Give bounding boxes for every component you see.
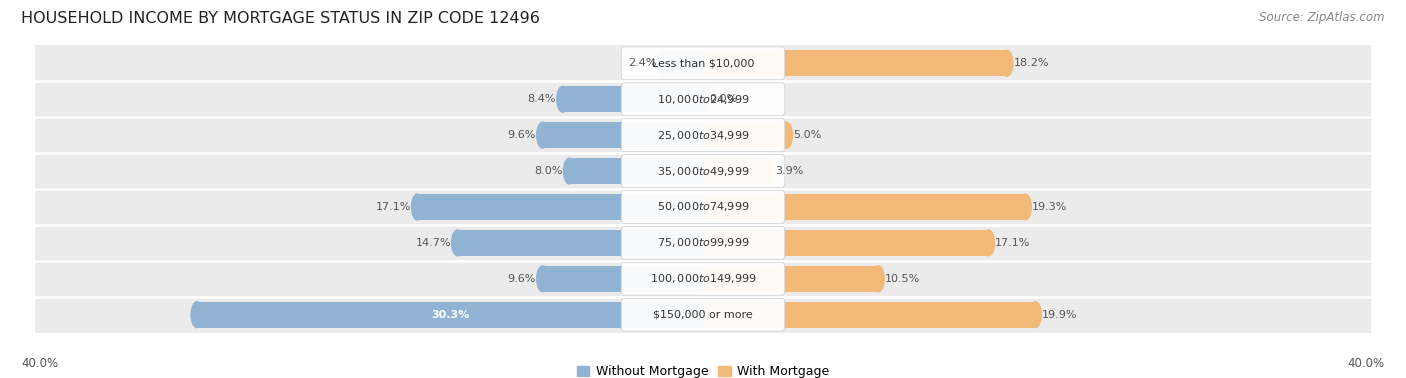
Text: 19.9%: 19.9% <box>1042 310 1077 320</box>
Circle shape <box>697 50 709 76</box>
Text: 30.3%: 30.3% <box>430 310 470 320</box>
Text: 14.7%: 14.7% <box>415 238 451 248</box>
FancyBboxPatch shape <box>35 297 1371 333</box>
Text: HOUSEHOLD INCOME BY MORTGAGE STATUS IN ZIP CODE 12496: HOUSEHOLD INCOME BY MORTGAGE STATUS IN Z… <box>21 11 540 26</box>
Circle shape <box>191 302 202 328</box>
Legend: Without Mortgage, With Mortgage: Without Mortgage, With Mortgage <box>576 365 830 378</box>
Bar <box>703 194 1025 220</box>
Bar <box>543 266 703 292</box>
Circle shape <box>697 86 709 112</box>
Text: 40.0%: 40.0% <box>1348 358 1385 370</box>
FancyBboxPatch shape <box>621 119 785 152</box>
Circle shape <box>697 122 709 148</box>
Circle shape <box>451 230 464 256</box>
Circle shape <box>657 50 669 76</box>
Circle shape <box>872 266 884 292</box>
Bar <box>197 302 703 328</box>
Text: 18.2%: 18.2% <box>1014 58 1049 68</box>
Circle shape <box>697 194 709 220</box>
Text: $150,000 or more: $150,000 or more <box>654 310 752 320</box>
Text: 8.4%: 8.4% <box>527 94 555 104</box>
Text: 9.6%: 9.6% <box>508 130 536 140</box>
FancyBboxPatch shape <box>621 262 785 295</box>
Text: 17.1%: 17.1% <box>995 238 1031 248</box>
FancyBboxPatch shape <box>621 47 785 80</box>
Text: 10.5%: 10.5% <box>884 274 921 284</box>
Circle shape <box>564 158 575 184</box>
FancyBboxPatch shape <box>35 81 1371 117</box>
Text: 0.0%: 0.0% <box>710 94 738 104</box>
Bar <box>703 50 1007 76</box>
FancyBboxPatch shape <box>35 261 1371 297</box>
FancyBboxPatch shape <box>35 225 1371 261</box>
FancyBboxPatch shape <box>35 189 1371 225</box>
Text: Less than $10,000: Less than $10,000 <box>652 58 754 68</box>
Text: $50,000 to $74,999: $50,000 to $74,999 <box>657 200 749 214</box>
Circle shape <box>537 122 548 148</box>
Circle shape <box>697 158 709 184</box>
Text: 5.0%: 5.0% <box>793 130 821 140</box>
Text: 17.1%: 17.1% <box>375 202 411 212</box>
Bar <box>703 302 1035 328</box>
FancyBboxPatch shape <box>35 153 1371 189</box>
Text: $25,000 to $34,999: $25,000 to $34,999 <box>657 129 749 142</box>
Circle shape <box>557 86 569 112</box>
Circle shape <box>697 302 709 328</box>
Bar <box>543 122 703 148</box>
Text: $100,000 to $149,999: $100,000 to $149,999 <box>650 272 756 285</box>
FancyBboxPatch shape <box>621 226 785 259</box>
Circle shape <box>1001 50 1012 76</box>
Circle shape <box>1019 194 1031 220</box>
Text: $10,000 to $24,999: $10,000 to $24,999 <box>657 93 749 106</box>
Circle shape <box>780 122 793 148</box>
Text: 19.3%: 19.3% <box>1032 202 1067 212</box>
FancyBboxPatch shape <box>621 83 785 116</box>
Bar <box>703 158 768 184</box>
Bar <box>562 86 703 112</box>
FancyBboxPatch shape <box>621 155 785 187</box>
Circle shape <box>697 230 709 256</box>
Bar <box>569 158 703 184</box>
Text: $35,000 to $49,999: $35,000 to $49,999 <box>657 164 749 178</box>
Circle shape <box>412 194 423 220</box>
FancyBboxPatch shape <box>621 191 785 223</box>
Bar <box>662 50 703 76</box>
Bar <box>703 122 786 148</box>
Text: 8.0%: 8.0% <box>534 166 562 176</box>
Bar <box>457 230 703 256</box>
Circle shape <box>762 158 775 184</box>
Text: 40.0%: 40.0% <box>21 358 58 370</box>
Text: 2.4%: 2.4% <box>627 58 657 68</box>
Circle shape <box>537 266 548 292</box>
FancyBboxPatch shape <box>35 117 1371 153</box>
Bar <box>418 194 703 220</box>
Circle shape <box>1029 302 1042 328</box>
FancyBboxPatch shape <box>621 298 785 331</box>
Circle shape <box>983 230 994 256</box>
Bar <box>703 230 988 256</box>
FancyBboxPatch shape <box>35 45 1371 81</box>
Text: 9.6%: 9.6% <box>508 274 536 284</box>
Circle shape <box>697 266 709 292</box>
Text: 3.9%: 3.9% <box>775 166 803 176</box>
Bar <box>703 266 879 292</box>
Text: Source: ZipAtlas.com: Source: ZipAtlas.com <box>1260 11 1385 24</box>
Text: $75,000 to $99,999: $75,000 to $99,999 <box>657 236 749 249</box>
